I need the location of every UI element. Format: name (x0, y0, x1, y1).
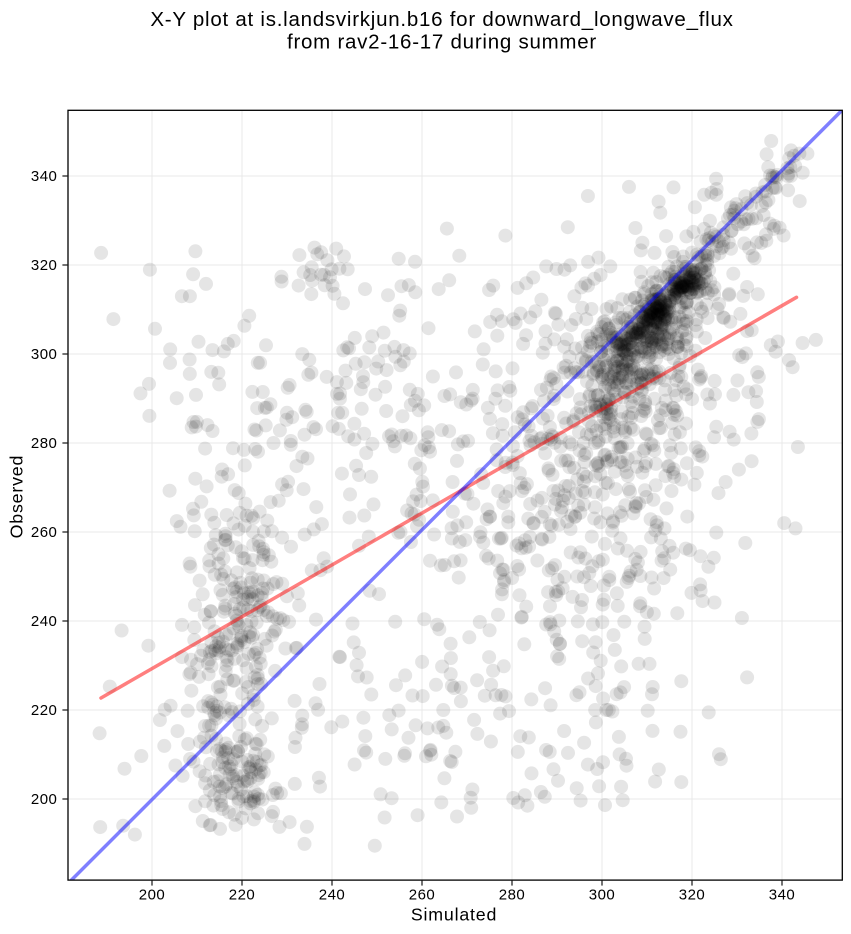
svg-text:Observed: Observed (6, 455, 26, 539)
svg-text:240: 240 (31, 613, 58, 630)
svg-text:320: 320 (679, 887, 706, 904)
svg-text:340: 340 (31, 168, 58, 185)
svg-text:200: 200 (139, 887, 166, 904)
svg-text:300: 300 (31, 346, 58, 363)
svg-text:280: 280 (499, 887, 526, 904)
svg-text:340: 340 (769, 887, 796, 904)
svg-text:200: 200 (31, 791, 58, 808)
svg-text:220: 220 (31, 702, 58, 719)
svg-text:280: 280 (31, 435, 58, 452)
svg-text:Simulated: Simulated (411, 904, 497, 924)
svg-text:260: 260 (31, 524, 58, 541)
svg-text:X-Y plot at is.landsvirkjun.b1: X-Y plot at is.landsvirkjun.b16 for down… (150, 8, 733, 31)
svg-text:320: 320 (31, 257, 58, 274)
svg-text:from rav2-16-17 during summer: from rav2-16-17 during summer (287, 30, 597, 53)
svg-text:220: 220 (229, 887, 256, 904)
svg-text:240: 240 (319, 887, 346, 904)
svg-text:260: 260 (409, 887, 436, 904)
svg-text:300: 300 (589, 887, 616, 904)
